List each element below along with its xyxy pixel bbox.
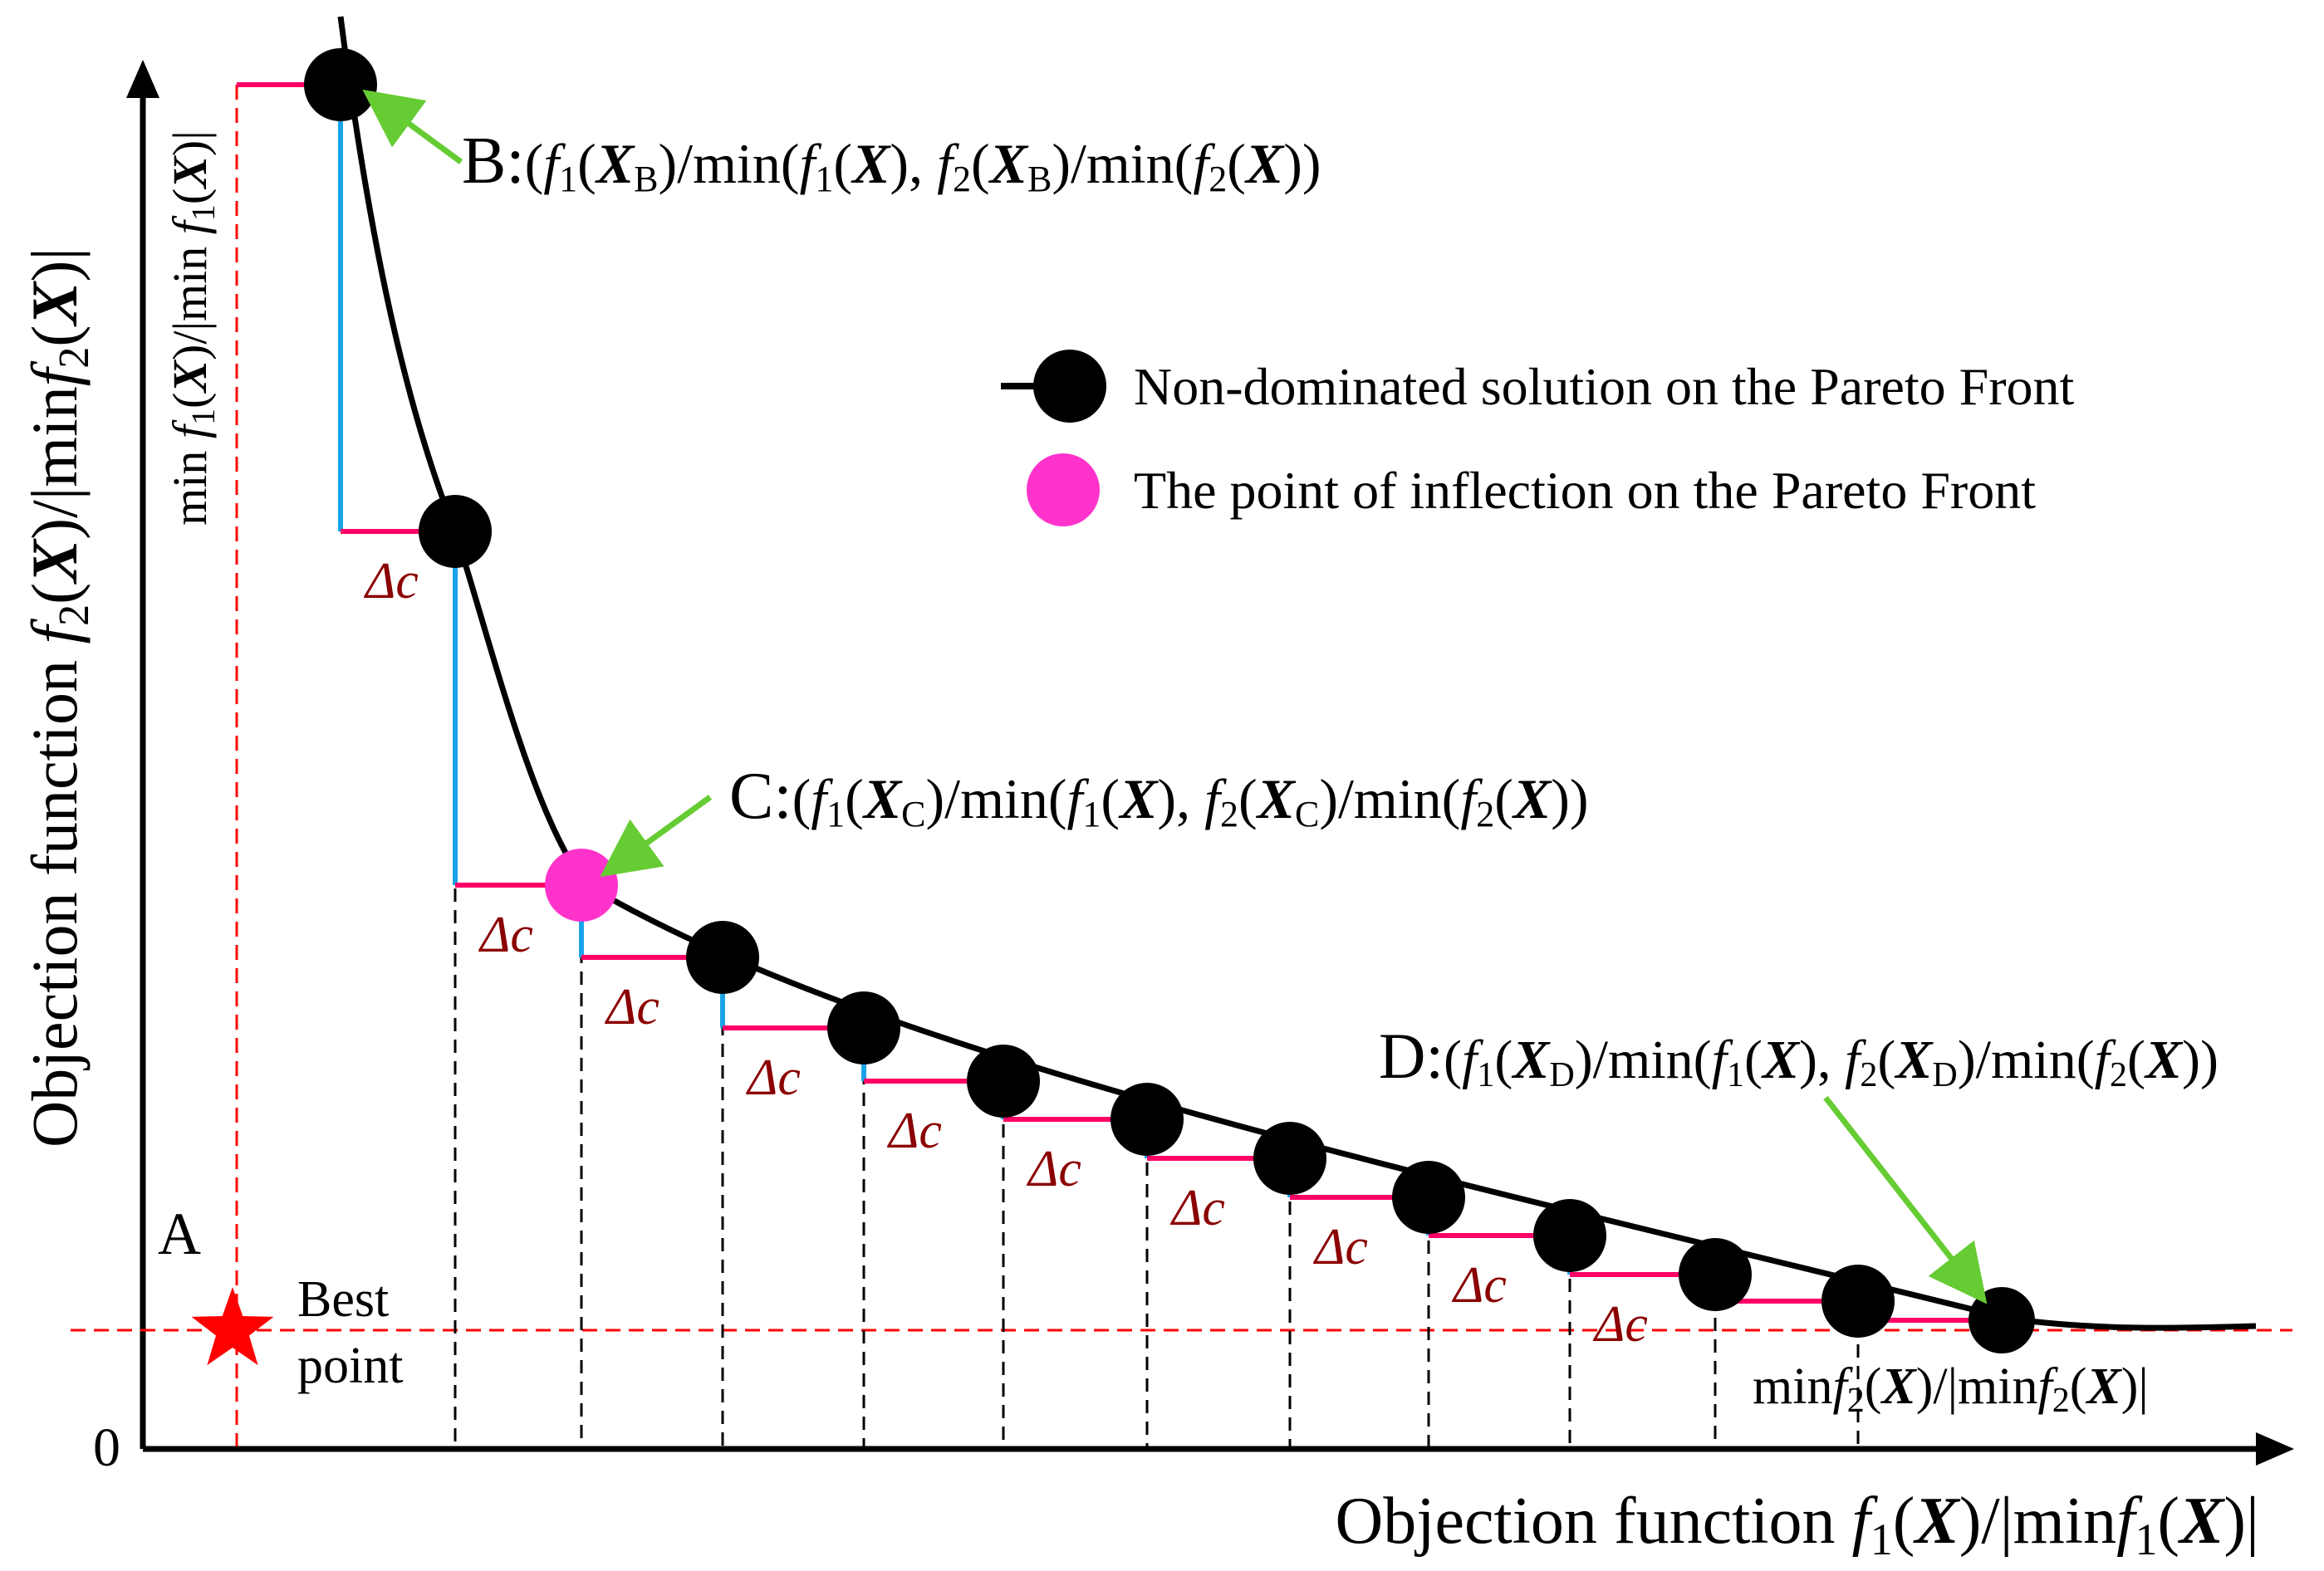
point-D-label: D:(f1(XD)/min(f1(X), f2(XD)/min(f2(X)) bbox=[1379, 1020, 2219, 1094]
delta-c-label: Δc bbox=[1169, 1180, 1225, 1236]
pareto-point bbox=[686, 921, 759, 994]
delta-c-label: Δc bbox=[886, 1103, 942, 1159]
delta-c-label: Δc bbox=[363, 553, 419, 609]
pareto-point bbox=[304, 48, 377, 121]
arrow-to-C bbox=[600, 795, 713, 878]
pareto-point bbox=[967, 1045, 1040, 1118]
legend-nondominated-label: Non-dominated solution on the Pareto Fro… bbox=[1134, 357, 2075, 416]
point-C-label: C:(f1(XC)/min(f1(X), f2(XC)/min(f2(X)) bbox=[729, 760, 1589, 834]
pareto-point bbox=[1392, 1161, 1465, 1234]
pareto-point bbox=[1253, 1122, 1326, 1195]
best-point-label-line2: point bbox=[297, 1338, 403, 1394]
point-A-label: A bbox=[158, 1201, 201, 1267]
delta-c-label: Δc bbox=[745, 1050, 801, 1106]
delta-c-label: Δc bbox=[1026, 1141, 1081, 1197]
legend-inflection-marker bbox=[1027, 453, 1100, 526]
delta-c-label: Δc bbox=[1312, 1219, 1368, 1275]
arrow-to-D bbox=[1823, 1095, 1988, 1304]
x-axis-label: Objection function f1(X)/|minf1(X)| bbox=[1335, 1485, 2259, 1564]
x-min-label: minf2(X)/|minf2(X)| bbox=[1753, 1358, 2149, 1420]
pareto-point bbox=[419, 495, 492, 568]
pareto-point bbox=[827, 991, 900, 1064]
legend: Non-dominated solution on the Pareto Fro… bbox=[1001, 350, 2075, 526]
arrow-to-B bbox=[362, 89, 463, 164]
y-axis-label: Objection function f2(X)/|minf2(X)| bbox=[18, 247, 98, 1148]
y-min-label: min f1(X)/|min f1(X)| bbox=[163, 130, 222, 526]
point-B-label: B:(f1(XB)/min(f1(X), f2(XB)/min(f2(X)) bbox=[462, 125, 1321, 199]
delta-c-label: Δc bbox=[604, 979, 659, 1035]
pareto-point bbox=[1821, 1265, 1895, 1338]
delta-c-labels: Δc Δc Δc Δc Δc Δc Δc Δc Δc Δc bbox=[363, 553, 1648, 1353]
pareto-point bbox=[1533, 1199, 1606, 1272]
delta-c-label: Δc bbox=[1451, 1257, 1507, 1314]
legend-inflection-label: The point of inflection on the Pareto Fr… bbox=[1134, 461, 2036, 520]
pareto-point bbox=[1679, 1238, 1752, 1311]
x-axis-arrowhead bbox=[2256, 1432, 2294, 1466]
delta-c-label: Δc bbox=[478, 907, 533, 963]
drop-lines bbox=[454, 885, 1860, 1446]
y-axis-arrowhead bbox=[126, 60, 159, 98]
pareto-points bbox=[304, 48, 2035, 1353]
inflection-point bbox=[545, 849, 618, 922]
best-point-label-line1: Best bbox=[297, 1271, 389, 1328]
legend-nondominated-marker bbox=[1033, 350, 1106, 423]
best-point-star-icon bbox=[191, 1287, 274, 1366]
pareto-point bbox=[1111, 1083, 1184, 1156]
origin-label: 0 bbox=[93, 1417, 120, 1478]
delta-c-label: Δc bbox=[1592, 1296, 1648, 1353]
